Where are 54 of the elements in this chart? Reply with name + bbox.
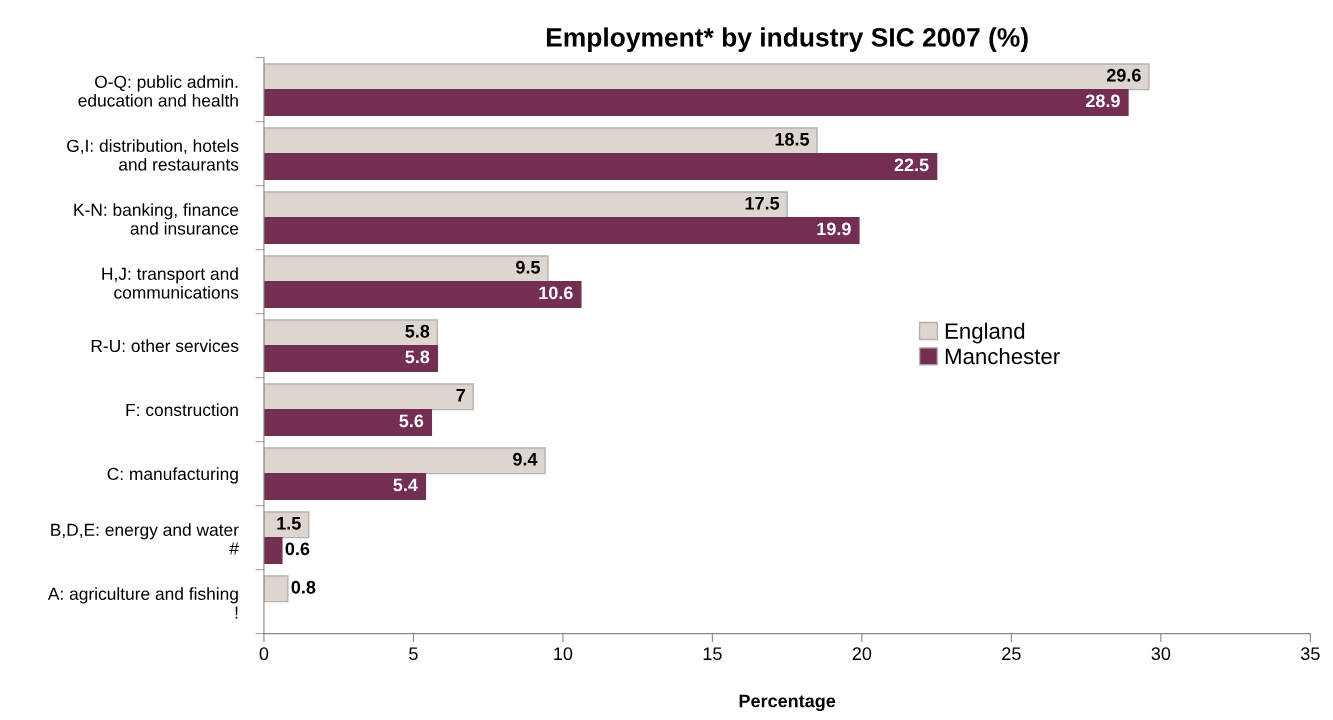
data-label: 22.5 bbox=[894, 158, 929, 172]
x-tick-label: 25 bbox=[1002, 647, 1021, 661]
data-label: 5.6 bbox=[399, 414, 424, 428]
bar bbox=[263, 63, 1150, 91]
bar bbox=[263, 152, 938, 180]
bar bbox=[263, 536, 283, 564]
data-label: 19.9 bbox=[817, 222, 851, 236]
x-tick-label: 5 bbox=[409, 647, 418, 661]
x-tick-label: 20 bbox=[852, 647, 872, 661]
x-tick-label: 30 bbox=[1151, 647, 1171, 661]
data-label: 17.5 bbox=[745, 197, 780, 210]
data-label: 1.5 bbox=[277, 517, 301, 530]
bar bbox=[263, 127, 818, 155]
bar bbox=[263, 255, 549, 283]
bar bbox=[263, 216, 860, 244]
data-label: 5.8 bbox=[405, 324, 430, 338]
chart-title: Employment* by industry SIC 2007 (%) bbox=[546, 27, 1028, 52]
y-tick-label: C: manufacturing bbox=[107, 467, 238, 484]
bar bbox=[263, 447, 546, 475]
bar bbox=[263, 191, 788, 219]
legend-label: England bbox=[945, 322, 1025, 344]
bar bbox=[263, 408, 433, 436]
data-label: 5.8 bbox=[405, 350, 430, 364]
y-tick-label: F: construction bbox=[126, 403, 238, 417]
legend-label: Manchester bbox=[945, 347, 1060, 365]
bar bbox=[263, 472, 427, 500]
bar bbox=[263, 319, 439, 347]
data-label: 5.4 bbox=[393, 478, 418, 492]
x-axis-title: Percentage bbox=[739, 694, 836, 712]
data-label: 9.5 bbox=[516, 260, 540, 274]
y-tick-label: R-U: other services bbox=[91, 339, 239, 353]
bar bbox=[263, 88, 1129, 116]
x-tick-label: 10 bbox=[554, 647, 573, 661]
y-tick-label: B,D,E: energy and water # bbox=[51, 523, 239, 555]
x-tick-label: 0 bbox=[259, 647, 269, 661]
y-tick-label: O-Q: public admin. education and health bbox=[78, 75, 238, 107]
y-tick-label: G,I: distribution, hotels and restaurants bbox=[67, 139, 239, 171]
y-tick-label: K-N: banking, finance and insurance bbox=[74, 203, 239, 235]
y-tick-label: H,J: transport and communications bbox=[102, 267, 239, 299]
bar bbox=[263, 280, 582, 308]
bar bbox=[263, 344, 439, 372]
data-label: 29.6 bbox=[1106, 68, 1141, 82]
bar bbox=[263, 383, 474, 411]
x-tick-label: 35 bbox=[1300, 647, 1320, 661]
x-tick-label: 15 bbox=[703, 647, 722, 661]
data-label: 18.5 bbox=[775, 132, 810, 146]
data-label: 0.6 bbox=[285, 542, 310, 556]
data-label: 10.6 bbox=[539, 286, 573, 300]
data-label: 9.4 bbox=[513, 452, 538, 466]
data-label: 0.8 bbox=[291, 580, 316, 594]
data-label: 28.9 bbox=[1085, 94, 1120, 108]
data-label: 7 bbox=[456, 389, 465, 402]
bar bbox=[263, 575, 289, 603]
y-tick-label: A: agriculture and fishing ! bbox=[47, 587, 238, 619]
